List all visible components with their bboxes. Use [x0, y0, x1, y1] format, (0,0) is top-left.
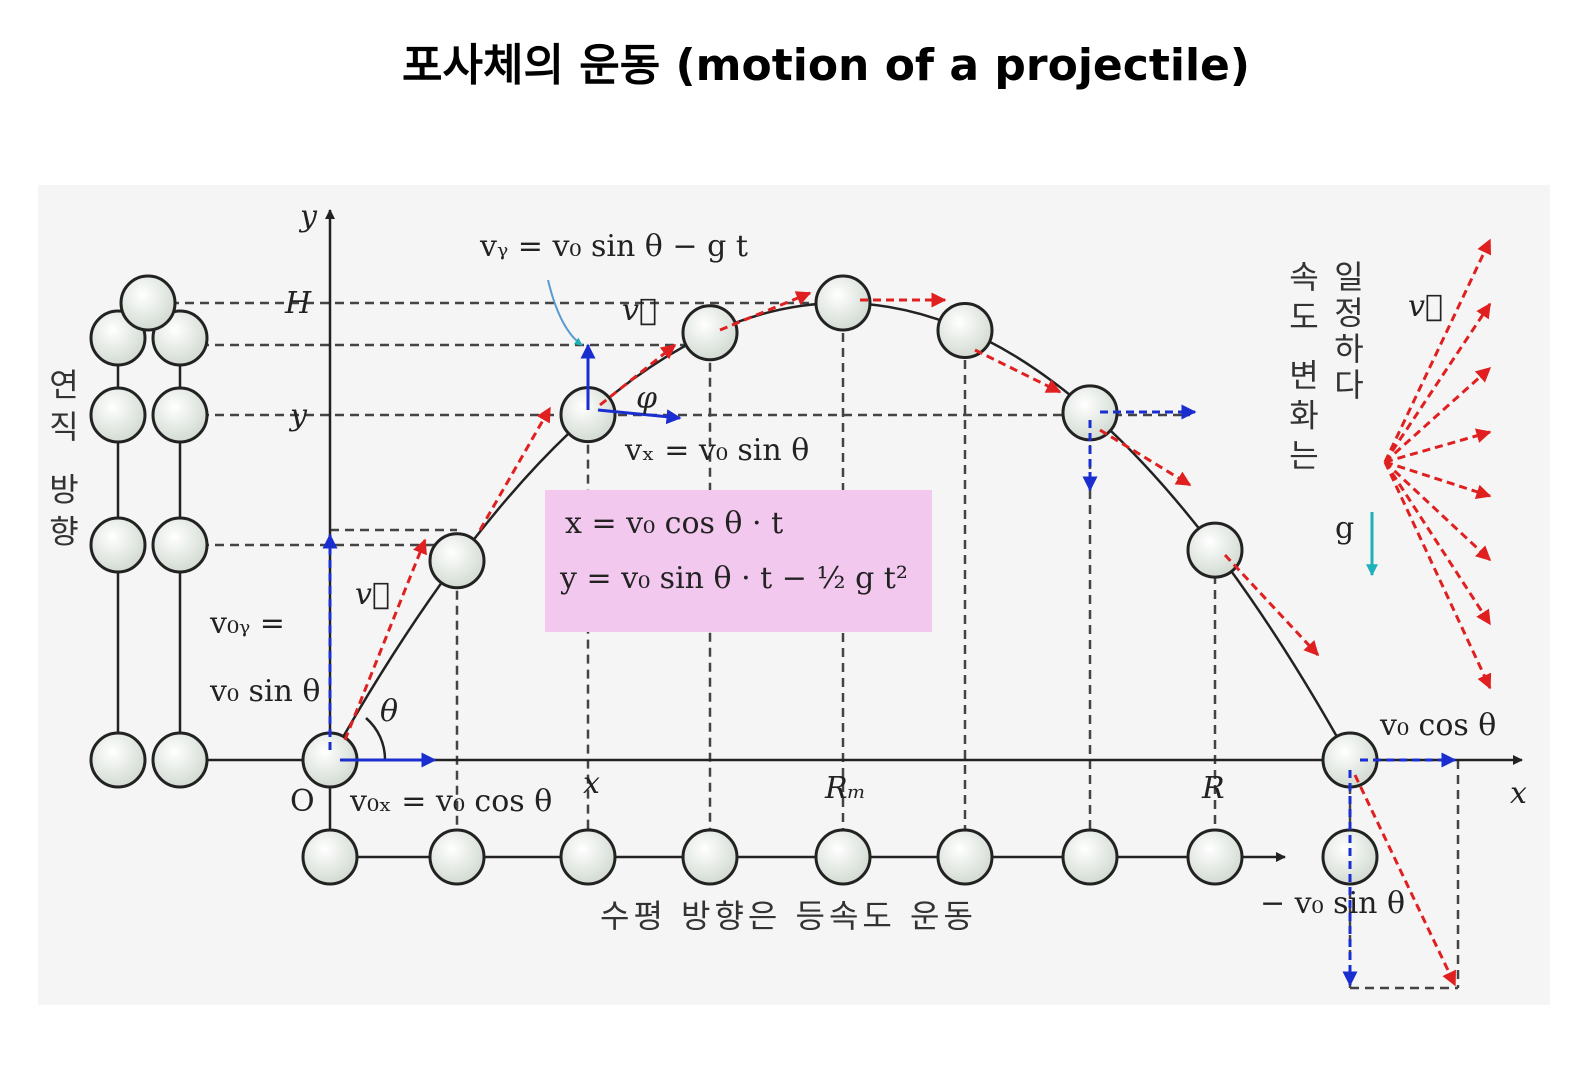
- ball: [151, 731, 209, 789]
- label: vᵧ = v₀ sin θ − g t: [479, 229, 748, 264]
- ball: [428, 828, 486, 886]
- arrow: [1383, 238, 1492, 463]
- ball: [681, 828, 739, 886]
- label: x: [583, 766, 600, 801]
- ball: [681, 304, 739, 362]
- label: v⃗: [355, 577, 390, 612]
- ball: [301, 828, 359, 886]
- ball: [1186, 521, 1244, 579]
- label: v₀ᵧ =: [209, 606, 285, 641]
- label: g: [1335, 511, 1354, 546]
- label: v₀ sin θ: [209, 674, 320, 709]
- arrow: [719, 291, 812, 332]
- ball: [1186, 828, 1244, 886]
- label: v₀ cos θ: [1379, 708, 1496, 743]
- arrow: [1383, 461, 1492, 626]
- ball: [1061, 384, 1119, 442]
- label: x: [1510, 776, 1527, 811]
- arrow: [1383, 302, 1492, 463]
- label: 수평 방향은 등속도 운동: [600, 897, 977, 935]
- label: 일정하다: [1328, 260, 1366, 404]
- label: θ: [380, 694, 398, 729]
- arrow: [1384, 428, 1492, 464]
- arrow: [343, 538, 427, 741]
- label: vₓ = v₀ sin θ: [624, 433, 809, 468]
- label: 속도 변화는: [1283, 260, 1321, 478]
- label: v⃗: [1408, 289, 1443, 324]
- pointer: [547, 279, 583, 346]
- ball: [814, 828, 872, 886]
- angle-arc: [365, 717, 387, 761]
- arrow: [478, 406, 552, 531]
- label: O: [290, 784, 315, 819]
- label: Rₘ: [824, 771, 866, 806]
- arrow: [599, 343, 677, 407]
- label: y: [298, 199, 318, 234]
- arrow: [1223, 553, 1320, 657]
- geometry: [89, 209, 1523, 990]
- ball: [814, 274, 872, 332]
- ball: [89, 386, 147, 444]
- title: 포사체의 운동 (motion of a projectile): [402, 40, 1250, 91]
- arrow: [1383, 460, 1492, 562]
- arrow: [1384, 460, 1492, 499]
- arrow: [974, 348, 1062, 394]
- label: φ: [636, 381, 657, 416]
- arrow: [1099, 428, 1192, 487]
- label: 연직 방향: [43, 368, 81, 556]
- label: H: [284, 286, 312, 321]
- label: − v₀ sin θ: [1260, 886, 1405, 921]
- ball: [151, 516, 209, 574]
- label: R: [1201, 771, 1225, 806]
- ball: [1061, 828, 1119, 886]
- labels: y x O Hy x Rₘ Rθ φ v⃗ v⃗ v⃗ vᵧ = v₀ sin θ − g t vₓ =…: [43, 199, 1527, 935]
- arrow: [597, 408, 682, 425]
- equation-box: [545, 490, 932, 632]
- ball: [936, 301, 994, 359]
- label: y: [288, 398, 308, 433]
- arrow: [1383, 461, 1492, 690]
- arrow: [1383, 366, 1492, 464]
- ball: [89, 731, 147, 789]
- ball: [151, 386, 209, 444]
- ball: [89, 516, 147, 574]
- ball: [428, 532, 486, 590]
- ball: [559, 828, 617, 886]
- ball: [1321, 731, 1379, 789]
- label: v⃗: [622, 293, 657, 328]
- label: y = v₀ sin θ · t − ½ g t²: [559, 561, 908, 596]
- ball: [119, 274, 177, 332]
- label: x = v₀ cos θ · t: [565, 506, 783, 541]
- label: v₀ₓ = v₀ cos θ: [349, 784, 552, 819]
- ball: [936, 828, 994, 886]
